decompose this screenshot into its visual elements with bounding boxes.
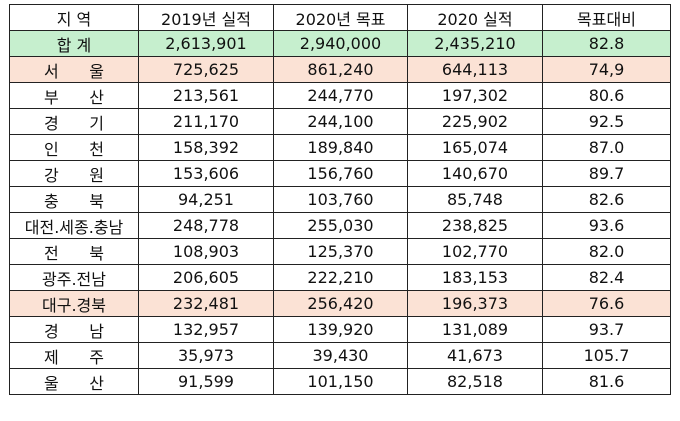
- table-row: 울 산 91,599 101,150 82,518 81.6: [9, 368, 671, 395]
- total-row: 합 계 2,613,901 2,940,000 2,435,210 82.8: [9, 30, 671, 57]
- 2020-target-cell: 125,370: [273, 238, 408, 265]
- table-row: 제 주 35,973 39,430 41,673 105.7: [9, 342, 671, 369]
- table-row: 강 원 153,606 156,760 140,670 89.7: [9, 160, 671, 187]
- header-2019-actual: 2019년 실적: [138, 4, 274, 31]
- total-label: 합 계: [9, 30, 139, 57]
- 2020-target-cell: 244,770: [273, 82, 408, 109]
- 2020-target-cell: 255,030: [273, 212, 408, 239]
- 2020-actual-cell: 197,302: [407, 82, 543, 109]
- target-ratio-cell: 87.0: [542, 134, 671, 161]
- header-target-ratio: 목표대비: [542, 4, 671, 31]
- sales-table: 지 역 2019년 실적 2020년 목표 2020 실적 목표대비 합 계 2…: [9, 4, 671, 395]
- table-row: 충 북 94,251 103,760 85,748 82.6: [9, 186, 671, 213]
- 2019-actual-cell: 248,778: [138, 212, 274, 239]
- 2020-actual-cell: 102,770: [407, 238, 543, 265]
- 2019-actual-cell: 213,561: [138, 82, 274, 109]
- target-ratio-cell: 89.7: [542, 160, 671, 187]
- region-cell: 대전.세종.충남: [9, 212, 139, 239]
- header-2020-actual: 2020 실적: [407, 4, 543, 31]
- 2019-actual-cell: 158,392: [138, 134, 274, 161]
- 2020-target-cell: 156,760: [273, 160, 408, 187]
- target-ratio-cell: 105.7: [542, 342, 671, 369]
- 2020-target-cell: 139,920: [273, 316, 408, 343]
- region-cell: 울 산: [9, 368, 139, 395]
- region-cell: 인 천: [9, 134, 139, 161]
- header-2020-target: 2020년 목표: [273, 4, 408, 31]
- region-cell: 부 산: [9, 82, 139, 109]
- target-ratio-cell: 81.6: [542, 368, 671, 395]
- 2020-target-cell: 189,840: [273, 134, 408, 161]
- region-cell: 충 북: [9, 186, 139, 213]
- 2020-target-cell: 103,760: [273, 186, 408, 213]
- table-row: 대구.경북 232,481 256,420 196,373 76.6: [9, 290, 671, 317]
- 2019-actual-cell: 91,599: [138, 368, 274, 395]
- table-row: 전 북 108,903 125,370 102,770 82.0: [9, 238, 671, 265]
- 2020-actual-cell: 644,113: [407, 56, 543, 83]
- 2020-actual-cell: 82,518: [407, 368, 543, 395]
- region-cell: 경 기: [9, 108, 139, 135]
- target-ratio-cell: 82.4: [542, 264, 671, 291]
- total-target-ratio: 82.8: [542, 30, 671, 57]
- 2020-target-cell: 222,210: [273, 264, 408, 291]
- 2020-actual-cell: 85,748: [407, 186, 543, 213]
- 2019-actual-cell: 132,957: [138, 316, 274, 343]
- 2020-target-cell: 861,240: [273, 56, 408, 83]
- table-row: 경 남 132,957 139,920 131,089 93.7: [9, 316, 671, 343]
- 2019-actual-cell: 94,251: [138, 186, 274, 213]
- total-2019-actual: 2,613,901: [138, 30, 274, 57]
- 2019-actual-cell: 232,481: [138, 290, 274, 317]
- 2019-actual-cell: 211,170: [138, 108, 274, 135]
- table-row: 광주.전남 206,605 222,210 183,153 82.4: [9, 264, 671, 291]
- region-cell: 강 원: [9, 160, 139, 187]
- table-body: 지 역 2019년 실적 2020년 목표 2020 실적 목표대비 합 계 2…: [9, 4, 671, 395]
- target-ratio-cell: 82.0: [542, 238, 671, 265]
- table-row: 대전.세종.충남 248,778 255,030 238,825 93.6: [9, 212, 671, 239]
- header-region: 지 역: [9, 4, 139, 31]
- 2019-actual-cell: 35,973: [138, 342, 274, 369]
- total-2020-actual: 2,435,210: [407, 30, 543, 57]
- 2020-actual-cell: 196,373: [407, 290, 543, 317]
- target-ratio-cell: 93.6: [542, 212, 671, 239]
- 2020-actual-cell: 41,673: [407, 342, 543, 369]
- 2020-actual-cell: 165,074: [407, 134, 543, 161]
- target-ratio-cell: 80.6: [542, 82, 671, 109]
- table-header-row: 지 역 2019년 실적 2020년 목표 2020 실적 목표대비: [9, 4, 671, 31]
- target-ratio-cell: 92.5: [542, 108, 671, 135]
- 2019-actual-cell: 153,606: [138, 160, 274, 187]
- 2020-target-cell: 39,430: [273, 342, 408, 369]
- sales-table-container: 지 역 2019년 실적 2020년 목표 2020 실적 목표대비 합 계 2…: [9, 4, 671, 395]
- target-ratio-cell: 76.6: [542, 290, 671, 317]
- 2020-actual-cell: 238,825: [407, 212, 543, 239]
- table-row: 인 천 158,392 189,840 165,074 87.0: [9, 134, 671, 161]
- table-row: 부 산 213,561 244,770 197,302 80.6: [9, 82, 671, 109]
- 2020-target-cell: 256,420: [273, 290, 408, 317]
- region-cell: 제 주: [9, 342, 139, 369]
- region-cell: 전 북: [9, 238, 139, 265]
- 2019-actual-cell: 725,625: [138, 56, 274, 83]
- 2019-actual-cell: 206,605: [138, 264, 274, 291]
- region-cell: 광주.전남: [9, 264, 139, 291]
- region-cell: 경 남: [9, 316, 139, 343]
- table-row: 서 울 725,625 861,240 644,113 74,9: [9, 56, 671, 83]
- region-cell: 서 울: [9, 56, 139, 83]
- 2020-actual-cell: 225,902: [407, 108, 543, 135]
- target-ratio-cell: 74,9: [542, 56, 671, 83]
- target-ratio-cell: 93.7: [542, 316, 671, 343]
- 2020-actual-cell: 131,089: [407, 316, 543, 343]
- 2020-actual-cell: 183,153: [407, 264, 543, 291]
- 2019-actual-cell: 108,903: [138, 238, 274, 265]
- total-2020-target: 2,940,000: [273, 30, 408, 57]
- 2020-target-cell: 101,150: [273, 368, 408, 395]
- table-row: 경 기 211,170 244,100 225,902 92.5: [9, 108, 671, 135]
- 2020-target-cell: 244,100: [273, 108, 408, 135]
- region-cell: 대구.경북: [9, 290, 139, 317]
- target-ratio-cell: 82.6: [542, 186, 671, 213]
- 2020-actual-cell: 140,670: [407, 160, 543, 187]
